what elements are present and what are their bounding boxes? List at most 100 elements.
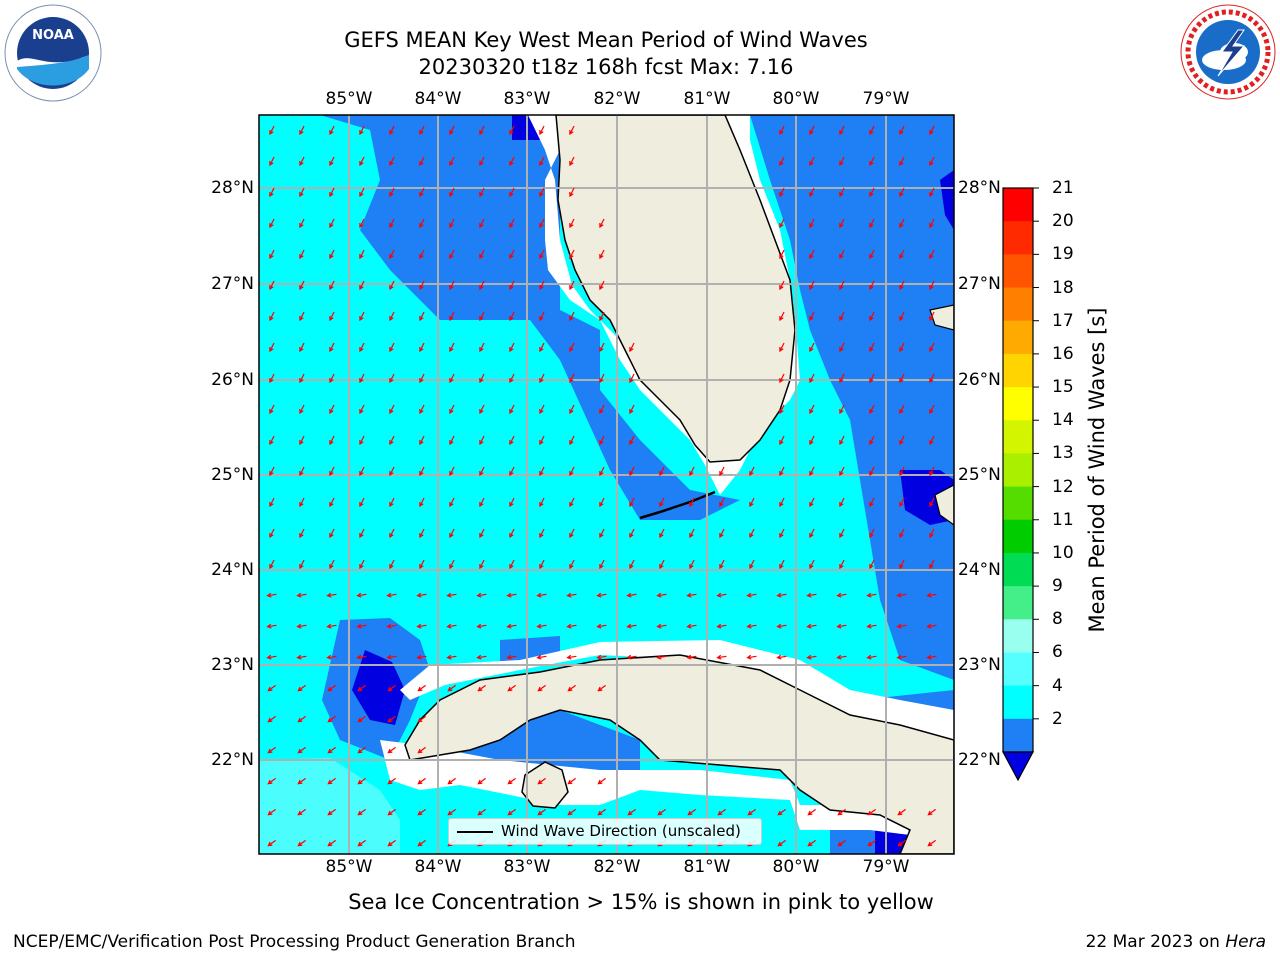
coastal-mask-florida bbox=[528, 115, 800, 495]
wave-direction-arrow bbox=[779, 373, 785, 384]
colorbar-tick-label: 19 bbox=[1052, 244, 1074, 265]
wave-direction-arrow bbox=[807, 808, 816, 816]
wave-direction-arrow bbox=[779, 404, 785, 415]
wave-direction-arrow bbox=[539, 156, 545, 167]
wind-wave-direction-arrows bbox=[266, 125, 937, 847]
wave-direction-arrow bbox=[869, 373, 875, 384]
wave-direction-arrow bbox=[419, 559, 425, 570]
wave-direction-arrow bbox=[836, 654, 847, 660]
wave-band-6-8 bbox=[259, 758, 400, 854]
wave-direction-arrow bbox=[746, 592, 757, 598]
colorbar-segment bbox=[1003, 519, 1033, 554]
wave-direction-arrow bbox=[779, 280, 785, 291]
wave-direction-arrow bbox=[869, 249, 875, 260]
wave-direction-arrow bbox=[387, 684, 396, 692]
wave-direction-arrow bbox=[779, 435, 785, 446]
wave-direction-arrow bbox=[899, 404, 905, 415]
wave-direction-arrow bbox=[899, 249, 905, 260]
wave-direction-arrow bbox=[446, 623, 457, 629]
wave-direction-arrow bbox=[899, 156, 905, 167]
lon-label-top: 83°W bbox=[503, 89, 551, 109]
wave-direction-arrow bbox=[297, 746, 306, 754]
colorbar-tick-label: 9 bbox=[1052, 576, 1063, 597]
wave-direction-arrow bbox=[389, 280, 395, 291]
wave-direction-arrow bbox=[447, 808, 456, 816]
colorbar-tick-label: 13 bbox=[1052, 443, 1074, 464]
wave-direction-arrow bbox=[359, 559, 365, 570]
wave-direction-arrow bbox=[929, 342, 935, 353]
wave-direction-arrow bbox=[839, 435, 845, 446]
wave-direction-arrow bbox=[479, 311, 485, 322]
colorbar-label: Mean Period of Wind Waves [s] bbox=[1085, 307, 1109, 633]
wave-direction-arrow bbox=[539, 125, 545, 136]
wave-direction-arrow bbox=[656, 654, 667, 660]
wave-direction-arrow bbox=[599, 218, 605, 229]
wave-direction-arrow bbox=[506, 592, 517, 598]
colorbar-segment bbox=[1003, 453, 1033, 488]
colorbar-tick-label: 17 bbox=[1052, 310, 1074, 331]
wave-direction-arrow bbox=[599, 280, 605, 291]
wave-direction-arrow bbox=[387, 839, 396, 847]
wave-direction-arrow bbox=[299, 125, 305, 136]
wave-direction-arrow bbox=[686, 592, 697, 598]
wave-direction-arrow bbox=[839, 559, 845, 570]
wave-direction-arrow bbox=[659, 466, 665, 477]
wave-direction-arrow bbox=[536, 592, 547, 598]
colorbar-tick-label: 4 bbox=[1052, 675, 1063, 696]
wave-direction-arrow bbox=[297, 715, 306, 723]
wave-direction-arrow bbox=[596, 623, 607, 629]
wave-direction-arrow bbox=[509, 404, 515, 415]
wave-direction-arrow bbox=[716, 623, 727, 629]
wave-direction-arrow bbox=[659, 559, 665, 570]
wave-direction-arrow bbox=[687, 808, 696, 816]
wave-direction-arrow bbox=[929, 218, 935, 229]
wave-direction-arrow bbox=[839, 404, 845, 415]
lat-label-right: 22°N bbox=[958, 750, 1001, 770]
wave-direction-arrow bbox=[359, 187, 365, 198]
wave-direction-arrow bbox=[296, 623, 307, 629]
lon-label-bottom: 79°W bbox=[862, 857, 910, 877]
wave-band-below-2-west bbox=[352, 650, 405, 725]
wave-direction-arrow bbox=[419, 311, 425, 322]
wave-direction-arrow bbox=[509, 342, 515, 353]
wave-direction-arrow bbox=[329, 156, 335, 167]
footer-date-text: 22 Mar 2023 on bbox=[1085, 932, 1226, 952]
wave-direction-arrow bbox=[809, 528, 815, 539]
wave-direction-arrow bbox=[419, 466, 425, 477]
wave-direction-arrow bbox=[509, 218, 515, 229]
wave-direction-arrow bbox=[659, 497, 665, 508]
wave-direction-arrow bbox=[509, 311, 515, 322]
wave-direction-arrow bbox=[566, 654, 577, 660]
wave-direction-arrow bbox=[779, 156, 785, 167]
wave-direction-arrow bbox=[329, 466, 335, 477]
wave-direction-arrow bbox=[389, 466, 395, 477]
wave-direction-arrow bbox=[536, 654, 547, 660]
wave-direction-arrow bbox=[929, 187, 935, 198]
wave-direction-arrow bbox=[809, 156, 815, 167]
wave-direction-arrow bbox=[389, 404, 395, 415]
map-subtitle: 20230320 t18z 168h fcst Max: 7.16 bbox=[418, 55, 794, 79]
wave-direction-arrow bbox=[689, 559, 695, 570]
bahamas-land-2 bbox=[934, 484, 954, 526]
wave-direction-arrow bbox=[809, 497, 815, 508]
wave-direction-arrow bbox=[866, 654, 877, 660]
wave-direction-arrow bbox=[569, 249, 575, 260]
wave-direction-arrow bbox=[869, 342, 875, 353]
wave-direction-arrow bbox=[326, 592, 337, 598]
lat-label-left: 28°N bbox=[211, 178, 254, 198]
wave-direction-arrow bbox=[267, 684, 276, 692]
wave-direction-arrow bbox=[869, 218, 875, 229]
wave-direction-arrow bbox=[746, 654, 757, 660]
wave-direction-arrow bbox=[509, 249, 515, 260]
wave-direction-arrow bbox=[837, 839, 846, 847]
wave-direction-arrow bbox=[929, 125, 935, 136]
wave-direction-arrow bbox=[509, 466, 515, 477]
wave-direction-arrow bbox=[356, 592, 367, 598]
lon-label-bottom: 85°W bbox=[325, 857, 373, 877]
wave-direction-arrow bbox=[656, 623, 667, 629]
wave-direction-arrow bbox=[269, 280, 275, 291]
colorbar-segment bbox=[1003, 718, 1033, 753]
wave-direction-arrow bbox=[899, 187, 905, 198]
wave-direction-arrow bbox=[509, 373, 515, 384]
wave-direction-arrow bbox=[897, 808, 906, 816]
